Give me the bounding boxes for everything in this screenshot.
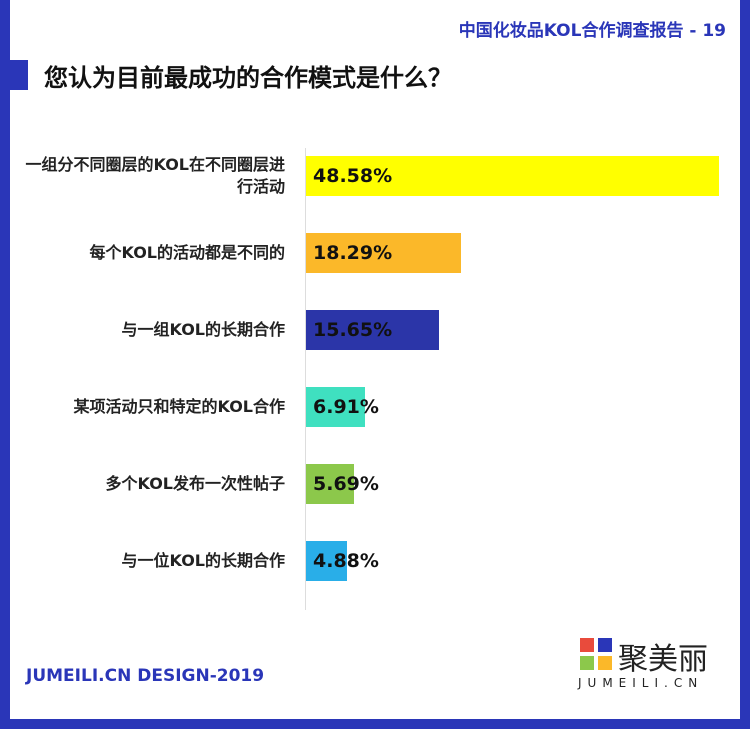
logo-text: 聚美丽 <box>618 642 708 677</box>
category-label: 与一位KOL的长期合作 <box>121 551 285 570</box>
category-label: 多个KOL发布一次性帖子 <box>105 474 285 493</box>
header: 中国化妆品KOL合作调查报告 - 19 <box>458 21 726 41</box>
logo-icon <box>580 638 612 670</box>
chart-title: 您认为目前最成功的合作模式是什么？ <box>44 64 452 92</box>
bar <box>306 233 462 273</box>
value-label: 5.69% <box>313 473 379 495</box>
category-label: 一组分不同圈层的KOL在不同圈层进行活动 <box>25 155 285 196</box>
logo-subtext: JUMEILI.CN <box>578 676 704 690</box>
title-accent <box>10 60 28 90</box>
bar <box>306 541 348 581</box>
bar <box>306 464 355 504</box>
category-label: 每个KOL的活动都是不同的 <box>89 243 285 262</box>
bar <box>306 156 719 196</box>
value-label: 18.29% <box>313 242 393 264</box>
value-label: 4.88% <box>313 550 379 572</box>
axis-line <box>305 148 306 610</box>
category-label: 与一组KOL的长期合作 <box>121 320 285 339</box>
category-label: 某项活动只和特定的KOL合作 <box>73 397 285 416</box>
value-label: 48.58% <box>313 165 393 187</box>
value-label: 15.65% <box>313 319 393 341</box>
value-label: 6.91% <box>313 396 379 418</box>
bar <box>306 310 440 350</box>
bar <box>306 387 365 427</box>
footer: JUMEILI.CN DESIGN-2019 <box>26 666 265 686</box>
